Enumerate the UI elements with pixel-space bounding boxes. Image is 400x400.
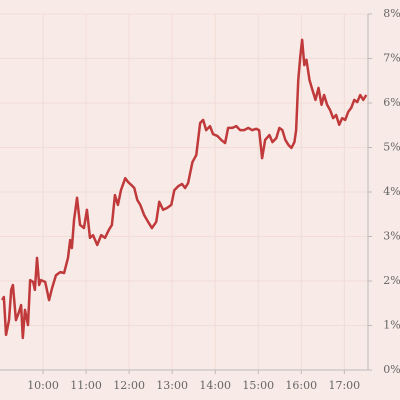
x-tick-label: 17:00 (328, 379, 360, 392)
y-tick-label: 8% (383, 7, 400, 20)
x-tick-label: 14:00 (199, 379, 231, 392)
x-tick-label: 15:00 (242, 379, 274, 392)
y-tick-label: 5% (383, 141, 400, 154)
y-tick-label: 2% (383, 274, 400, 287)
x-tick-label: 11:00 (70, 379, 102, 392)
y-tick-label: 3% (383, 230, 400, 243)
y-tick-label: 0% (383, 363, 400, 376)
x-tick-label: 10:00 (27, 379, 59, 392)
line-series (1, 38, 368, 340)
x-tick-label: 13:00 (156, 379, 188, 392)
y-tick-label: 4% (383, 185, 400, 198)
y-tick-label: 6% (383, 96, 400, 109)
x-tick-label: 12:00 (113, 379, 145, 392)
y-tick-label: 7% (383, 52, 400, 65)
y-tick-label: 1% (383, 319, 400, 332)
x-tick-label: 16:00 (285, 379, 317, 392)
